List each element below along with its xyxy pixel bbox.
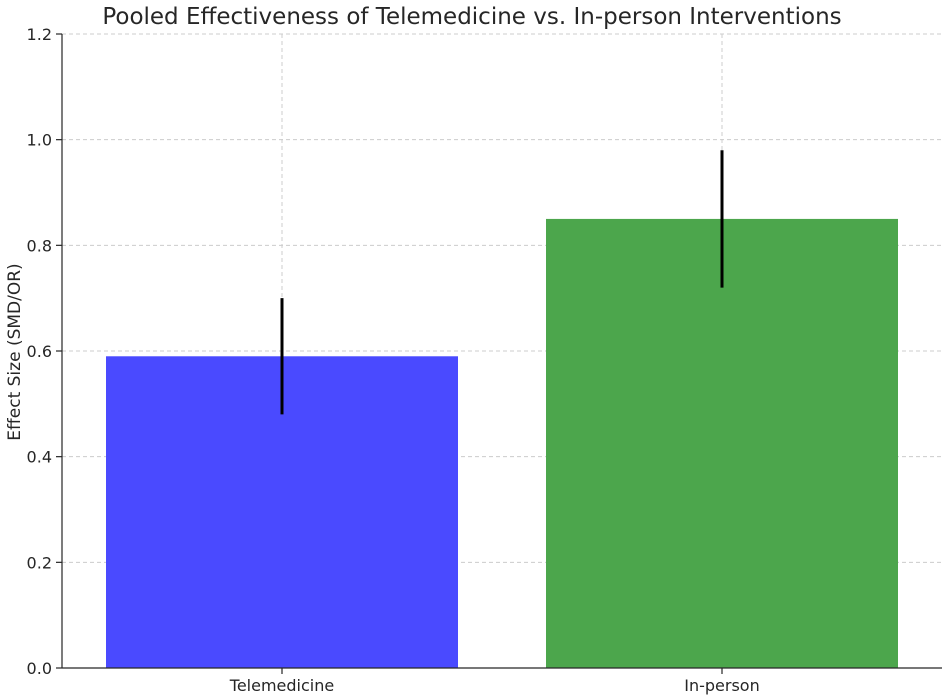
bar-in-person xyxy=(546,218,898,668)
y-tick-label: 0.0 xyxy=(27,659,52,678)
chart-title: Pooled Effectiveness of Telemedicine vs.… xyxy=(102,4,841,30)
y-tick-label: 0.4 xyxy=(27,448,52,467)
y-tick-label: 1.2 xyxy=(27,25,52,44)
y-tick-label: 0.6 xyxy=(27,342,52,361)
y-axis-label: Effect Size (SMD/OR) xyxy=(5,263,25,440)
error-bars-layer xyxy=(280,150,724,415)
y-tick-label: 0.8 xyxy=(27,236,52,255)
x-tick-label: Telemedicine xyxy=(229,676,334,695)
x-tick-label: In-person xyxy=(684,676,759,695)
y-tick-label: 1.0 xyxy=(27,131,52,150)
y-tick-label: 0.2 xyxy=(27,553,52,572)
axes-layer: 0.0 0.2 0.4 0.6 0.8 1.0 1.2 Telemedicine In-pers… xyxy=(27,25,942,695)
bars-layer xyxy=(106,218,898,668)
